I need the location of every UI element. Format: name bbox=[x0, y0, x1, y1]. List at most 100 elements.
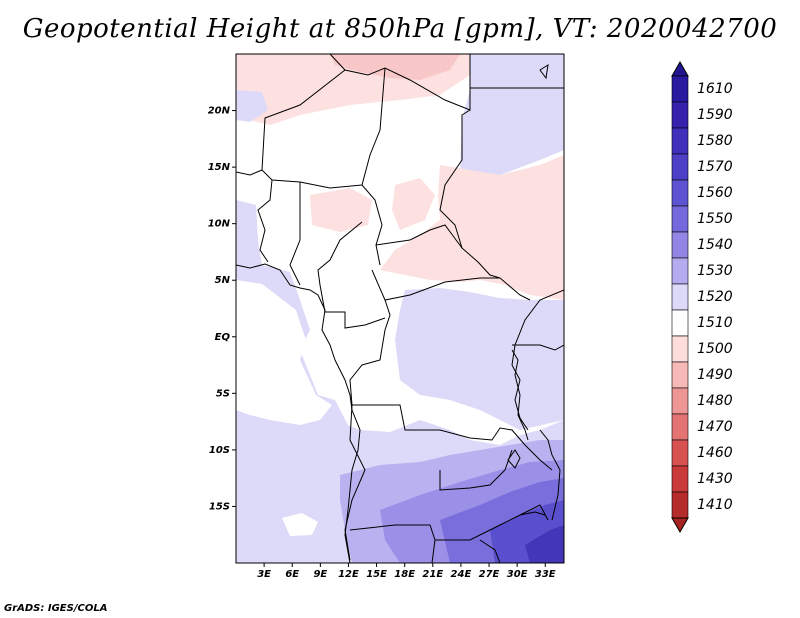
lat-tick-label: 5S bbox=[216, 388, 230, 399]
border-line bbox=[329, 54, 471, 111]
field-east-pink bbox=[380, 155, 564, 300]
colorbar-label: 1590 bbox=[697, 107, 733, 123]
colorbar-label: 1490 bbox=[697, 367, 733, 383]
colorbar-swatch bbox=[671, 231, 689, 259]
latitude-axis: 20N 15N 10N 5N EQ 5S 10S 15S bbox=[208, 106, 236, 512]
colorbar-label: 1530 bbox=[697, 263, 733, 279]
lake bbox=[511, 349, 529, 441]
field-center-pink bbox=[310, 188, 372, 232]
lake bbox=[519, 511, 546, 516]
field-west-lavender-2 bbox=[236, 200, 262, 268]
field-white-patch bbox=[236, 280, 332, 425]
field-center-pink-2 bbox=[392, 178, 435, 230]
colorbar-swatch bbox=[671, 465, 689, 493]
colorbar-swatch bbox=[671, 335, 689, 363]
field-ne-lavender bbox=[460, 54, 564, 185]
border-line bbox=[512, 344, 564, 351]
field-north-pink-core bbox=[330, 54, 460, 80]
lon-tick-label: 12E bbox=[338, 569, 359, 580]
lon-tick-label: 33E bbox=[535, 569, 556, 580]
colorbar-label: 1430 bbox=[697, 471, 733, 487]
lon-tick-label: 18E bbox=[394, 569, 415, 580]
lon-tick-label: 30E bbox=[507, 569, 528, 580]
colorbar-label: 1540 bbox=[697, 237, 733, 253]
colorbar-label: 1610 bbox=[697, 81, 733, 97]
border-line bbox=[511, 364, 529, 431]
height-field bbox=[236, 54, 564, 563]
colorbar-label: 1580 bbox=[697, 133, 733, 149]
colorbar-swatch bbox=[671, 75, 689, 103]
colorbar-swatch bbox=[671, 361, 689, 389]
colorbar-swatch bbox=[671, 257, 689, 285]
colorbar-label: 1570 bbox=[697, 159, 733, 175]
map-frame bbox=[235, 53, 565, 564]
lon-tick-label: 27E bbox=[479, 569, 500, 580]
border-line bbox=[361, 67, 386, 266]
border-line bbox=[439, 109, 501, 279]
border-line bbox=[349, 504, 549, 541]
field-east-lavender bbox=[395, 288, 564, 430]
lon-tick-label: 9E bbox=[313, 569, 327, 580]
colorbar-label: 1410 bbox=[697, 497, 733, 513]
border-line bbox=[352, 404, 553, 471]
field-west-lavender-1 bbox=[236, 90, 268, 122]
border-line bbox=[431, 539, 436, 563]
border-line bbox=[539, 429, 561, 521]
colorbar-label: 1480 bbox=[697, 393, 733, 409]
colorbar-label: 1460 bbox=[697, 445, 733, 461]
lon-tick-label: 24E bbox=[451, 569, 472, 580]
lat-tick-label: 20N bbox=[208, 106, 231, 117]
colorbar-swatch bbox=[671, 413, 689, 441]
border-line bbox=[371, 269, 531, 301]
colorbar-swatch bbox=[671, 309, 689, 337]
lon-tick-label: 6E bbox=[285, 569, 299, 580]
lat-tick-label: 15S bbox=[209, 501, 230, 512]
lat-tick-label: 15N bbox=[208, 162, 231, 173]
colorbar-label: 1560 bbox=[697, 185, 733, 201]
lon-tick-label: 21E bbox=[422, 569, 443, 580]
border-line bbox=[317, 221, 363, 286]
credit-text: GrADS: IGES/COLA bbox=[4, 603, 108, 614]
lon-tick-label: 3E bbox=[257, 569, 271, 580]
border-line bbox=[439, 449, 513, 491]
field-blue5 bbox=[525, 525, 564, 563]
country-borders bbox=[236, 54, 564, 563]
longitude-axis: 3E 6E 9E 12E 15E 18E 21E 24E 27E 30E 33E bbox=[257, 563, 556, 580]
border-line bbox=[511, 289, 564, 366]
lat-tick-label: 10S bbox=[209, 445, 230, 456]
border-line bbox=[344, 404, 366, 561]
colorbar-swatch bbox=[671, 205, 689, 233]
lon-tick-label: 15E bbox=[366, 569, 387, 580]
colorbar-label: 1470 bbox=[697, 419, 733, 435]
colorbar-swatch bbox=[671, 127, 689, 155]
colorbar-label: 1510 bbox=[697, 315, 733, 331]
lake bbox=[507, 449, 521, 469]
colorbar-swatch bbox=[671, 283, 689, 311]
border-line bbox=[479, 539, 501, 563]
colorbar-label: 1550 bbox=[697, 211, 733, 227]
field-white-south-patch bbox=[282, 513, 318, 536]
island bbox=[539, 63, 549, 80]
border-line bbox=[289, 182, 301, 286]
colorbar-swatch bbox=[671, 491, 689, 519]
colorbar-label: 1520 bbox=[697, 289, 733, 305]
colorbar: 1610 1590 1580 1570 1560 1550 1540 1530 1520 1510… bbox=[671, 60, 733, 534]
colorbar-swatch bbox=[671, 439, 689, 467]
lat-tick-label: EQ bbox=[215, 332, 231, 343]
colorbar-swatch bbox=[671, 153, 689, 181]
colorbar-swatch bbox=[671, 101, 689, 129]
border-line bbox=[349, 299, 391, 406]
colorbar-swatch bbox=[671, 387, 689, 415]
border-line bbox=[236, 69, 346, 176]
coastline bbox=[236, 263, 361, 563]
chart-title: Geopotential Height at 850hPa [gpm], VT:… bbox=[22, 14, 778, 44]
colorbar-bottom-arrow bbox=[671, 517, 689, 534]
colorbar-label: 1500 bbox=[697, 341, 733, 357]
colorbar-top-arrow bbox=[671, 60, 689, 77]
lat-tick-label: 5N bbox=[215, 275, 231, 286]
lat-tick-label: 10N bbox=[208, 219, 231, 230]
colorbar-swatch bbox=[671, 179, 689, 207]
border-line bbox=[257, 179, 273, 263]
border-line bbox=[375, 224, 463, 249]
